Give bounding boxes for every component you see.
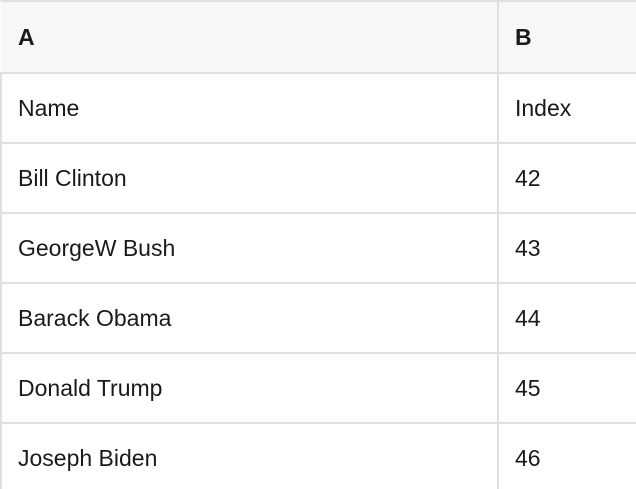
table-cell[interactable]: 42: [497, 142, 636, 212]
table-cell[interactable]: 46: [497, 422, 636, 489]
column-header-b[interactable]: B: [497, 0, 636, 72]
table-cell[interactable]: Bill Clinton: [0, 142, 497, 212]
table-cell[interactable]: 44: [497, 282, 636, 352]
column-header-row: A B: [0, 0, 636, 72]
table-cell[interactable]: Donald Trump: [0, 352, 497, 422]
table-cell[interactable]: Joseph Biden: [0, 422, 497, 489]
table-cell[interactable]: 43: [497, 212, 636, 282]
table-cell[interactable]: GeorgeW Bush: [0, 212, 497, 282]
table-row: Donald Trump 45: [0, 352, 636, 422]
table-row: Bill Clinton 42: [0, 142, 636, 212]
table-row: Barack Obama 44: [0, 282, 636, 352]
table-cell[interactable]: Name: [0, 72, 497, 142]
table-body: Name Index Bill Clinton 42 GeorgeW Bush 43 Bar…: [0, 72, 636, 489]
table-row: Name Index: [0, 72, 636, 142]
table-row: GeorgeW Bush 43: [0, 212, 636, 282]
table-cell[interactable]: 45: [497, 352, 636, 422]
table-cell[interactable]: Barack Obama: [0, 282, 497, 352]
table-header: A B: [0, 0, 636, 72]
table-row: Joseph Biden 46: [0, 422, 636, 489]
column-header-a[interactable]: A: [0, 0, 497, 72]
table-cell[interactable]: Index: [497, 72, 636, 142]
